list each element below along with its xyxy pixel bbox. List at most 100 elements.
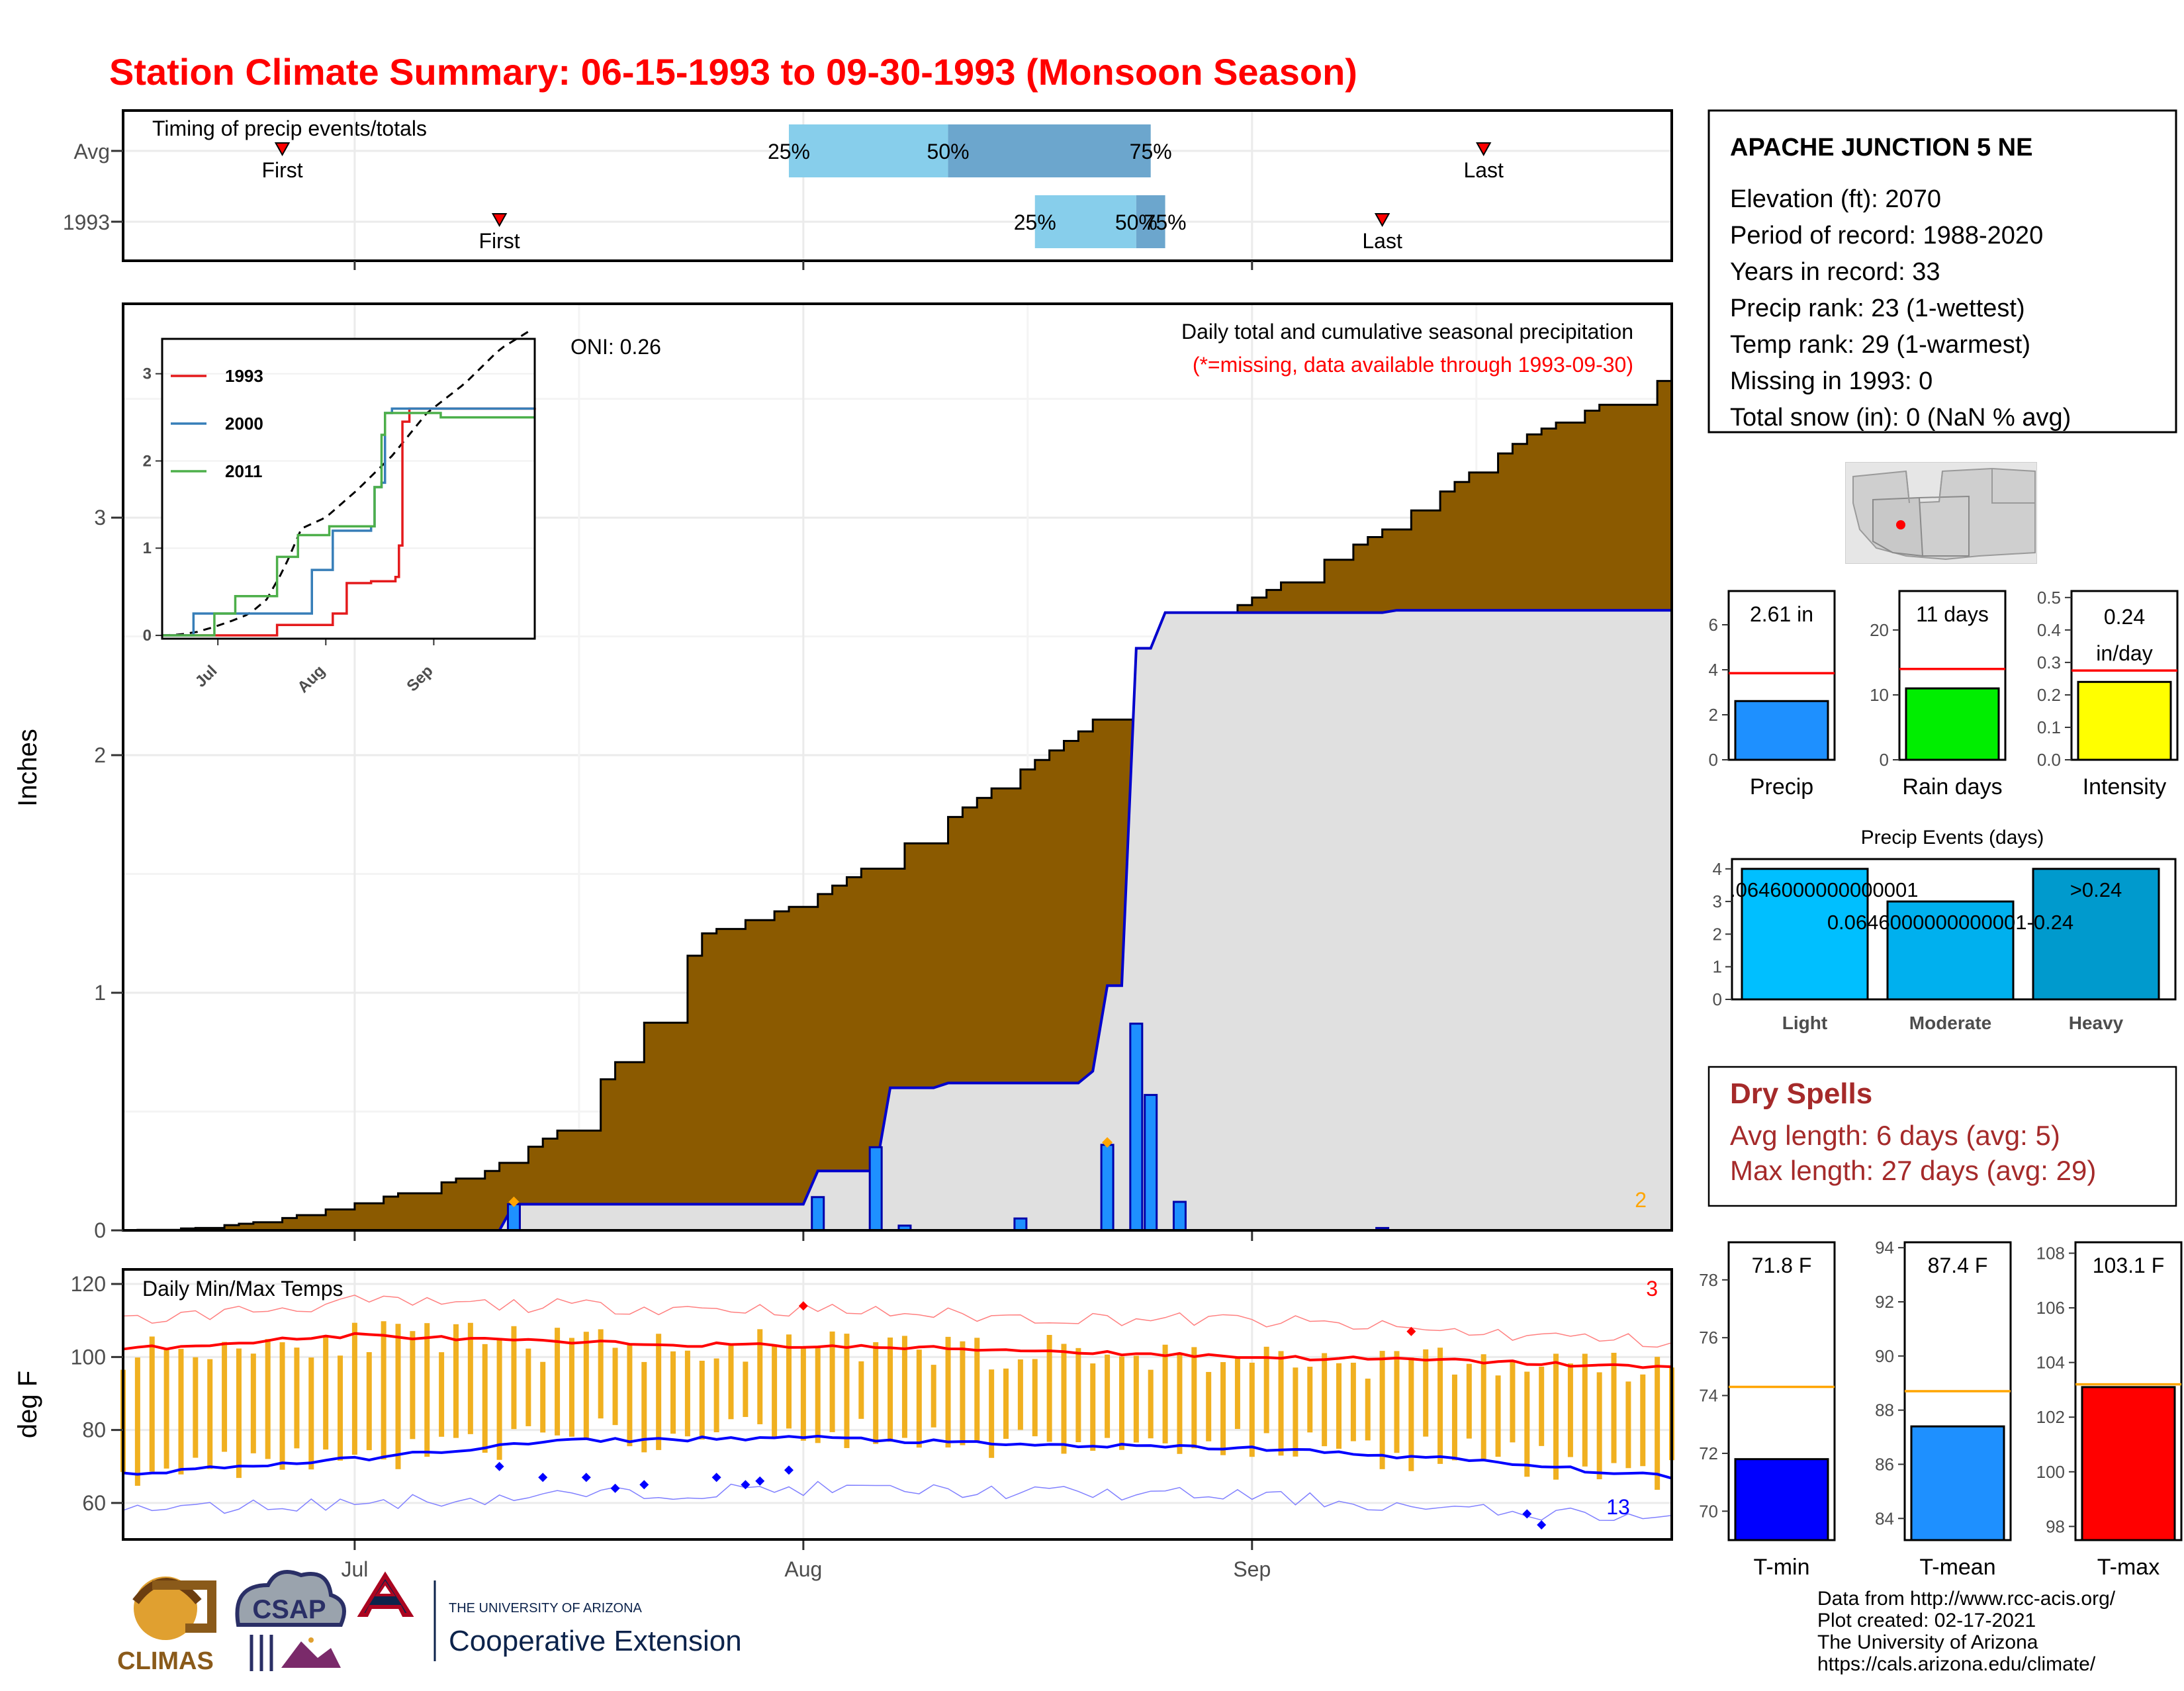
temp-ytick-label: 120 xyxy=(71,1272,106,1296)
main-precip-marks xyxy=(123,375,1673,1232)
record-low-marker xyxy=(1537,1520,1547,1530)
temp-summary-ytick-label: 108 xyxy=(2036,1244,2065,1263)
inset-series-line xyxy=(162,407,536,637)
temp-summary-bar xyxy=(1734,1458,1829,1541)
daily-precip-bar xyxy=(1129,1023,1144,1232)
precip-event-ytick-label: 2 xyxy=(1713,924,1722,944)
daily-temp-bar xyxy=(1177,1354,1183,1454)
daily-temp-bar xyxy=(815,1347,821,1443)
daily-temp-bar xyxy=(366,1352,372,1451)
daily-temp-bar xyxy=(1061,1344,1067,1454)
footer-credit-line: The University of Arizona xyxy=(1817,1631,2038,1653)
daily-temp-bar xyxy=(351,1322,357,1455)
precip-event-label: .0646000000000001 xyxy=(1730,878,1918,901)
temp-panel-title: Daily Min/Max Temps xyxy=(142,1277,343,1301)
daily-temp-bar xyxy=(193,1357,199,1458)
temp-summary-ytick-label: 90 xyxy=(1875,1346,1894,1366)
precip-summary-bar xyxy=(2077,680,2172,761)
daily-temp-bar xyxy=(1307,1367,1313,1433)
daily-temp-bar xyxy=(873,1342,879,1444)
arizona-locator-map-icon xyxy=(1845,462,2037,564)
main-ytick-label: 0 xyxy=(94,1218,106,1242)
daily-temp-bar xyxy=(960,1341,966,1445)
precip-summary-bar xyxy=(1905,687,2000,761)
daily-temp-bar xyxy=(728,1345,734,1420)
daily-temp-bar xyxy=(149,1336,155,1472)
inset-ytick-label: 2 xyxy=(143,452,152,470)
precip-summary-ytick-label: 0 xyxy=(1709,750,1718,770)
temp-xaxis: Jul Aug Sep xyxy=(341,1541,1271,1581)
precip-summary-ytick-label: 0 xyxy=(1880,750,1889,770)
daily-temp-bar xyxy=(555,1328,561,1436)
station-name: APACHE JUNCTION 5 NE xyxy=(1730,134,2032,161)
daily-temp-bar xyxy=(1278,1351,1284,1456)
precip-summary-category-label: Rain days xyxy=(1902,774,2002,800)
csap-logo-text: CSAP xyxy=(252,1595,326,1624)
daily-temp-bar xyxy=(931,1365,936,1428)
daily-temp-bar xyxy=(525,1348,531,1426)
main-precip-ylabel: Inches xyxy=(13,729,42,807)
precip-summary-category-label: Precip xyxy=(1750,774,1813,800)
dry-spells-box: Dry Spells Avg length: 6 days (avg: 5) M… xyxy=(1707,1066,2177,1207)
precip-event-category: Light xyxy=(1782,1013,1827,1033)
daily-temp-bar xyxy=(1003,1368,1009,1439)
year-cumulative-precip-area xyxy=(123,610,1672,1230)
csap-logo: CSAP xyxy=(235,1570,346,1671)
timing-event-marker xyxy=(491,213,508,228)
daily-temp-bar xyxy=(1234,1357,1240,1430)
daily-temp-bar xyxy=(786,1334,792,1429)
record-low-marker xyxy=(1522,1509,1532,1519)
daily-temp-bar xyxy=(598,1329,604,1419)
timing-q25-label: 25% xyxy=(1014,210,1056,234)
daily-temp-bar xyxy=(1148,1369,1154,1439)
temp-summary-ytick-label: 72 xyxy=(1699,1443,1718,1463)
daily-temp-bar xyxy=(757,1329,763,1424)
temp-summary-value-label: 71.8 F xyxy=(1752,1254,1812,1277)
temp-summary-ytick-label: 102 xyxy=(2036,1407,2065,1427)
daily-temp-bar xyxy=(1423,1349,1429,1437)
daily-precip-bar xyxy=(1144,1093,1158,1232)
temp-bottom-count: 13 xyxy=(1606,1495,1630,1519)
daily-temp-bar xyxy=(236,1348,242,1479)
daily-temp-bar xyxy=(569,1338,574,1437)
inset-ytick-label: 0 xyxy=(143,627,152,645)
daily-temp-bar xyxy=(916,1349,922,1448)
max-precip-marker xyxy=(1102,1137,1113,1148)
main-precip-header: Daily total and cumulative seasonal prec… xyxy=(1181,320,1633,343)
precip-event-bar xyxy=(1886,900,2015,1001)
daily-temp-bar xyxy=(772,1345,778,1439)
max-precip-marker xyxy=(508,1196,520,1207)
timing-q75-label: 75% xyxy=(1130,140,1172,163)
daily-temp-bar xyxy=(1394,1351,1400,1453)
record-high-marker xyxy=(1406,1326,1416,1336)
main-precip-subheader: (*=missing, data available through 1993-… xyxy=(1193,353,1633,377)
timing-quartile-box xyxy=(1034,195,1136,248)
daily-temp-bar xyxy=(699,1360,705,1440)
timing-event-label: First xyxy=(261,158,302,182)
precip-summary-ytick-label: 0.5 xyxy=(2037,588,2061,608)
daily-temp-bar xyxy=(381,1321,387,1460)
daily-temp-bar xyxy=(1293,1367,1298,1457)
daily-temp-bar xyxy=(424,1323,430,1457)
daily-temp-bar xyxy=(1336,1363,1342,1449)
university-of-arizona-logo: THE UNIVERSITY OF ARIZONA Cooperative Ex… xyxy=(357,1571,742,1661)
daily-temp-bar xyxy=(684,1350,690,1437)
record-low-marker xyxy=(784,1465,794,1475)
record-low-marker xyxy=(741,1480,751,1490)
precip-summary-ytick-label: 0.4 xyxy=(2037,620,2061,640)
tmin-avg-line xyxy=(122,1434,1672,1480)
daily-temp-bar xyxy=(1567,1363,1573,1457)
daily-temp-bar xyxy=(1553,1353,1559,1480)
precip-summary-bars: 0 2 4 6 2.61 in Precip 0 10 20 11 days Rain days 0.… xyxy=(1709,588,2179,800)
daily-temp-bar xyxy=(308,1357,314,1470)
daily-precip-bar xyxy=(1100,1144,1115,1232)
timing-quartile-box xyxy=(948,124,1151,177)
station-detail-line: Period of record: 1988-2020 xyxy=(1730,222,2043,250)
temp-summary-category-label: T-mean xyxy=(1919,1555,1995,1580)
daily-temp-bar xyxy=(1510,1360,1516,1443)
main-ytick-label: 1 xyxy=(94,981,106,1005)
temp-ytick-label: 60 xyxy=(82,1491,106,1515)
main-precip-panel: Inches Daily total and cumulative season… xyxy=(13,302,1673,1242)
daily-temp-bar xyxy=(1046,1334,1052,1442)
